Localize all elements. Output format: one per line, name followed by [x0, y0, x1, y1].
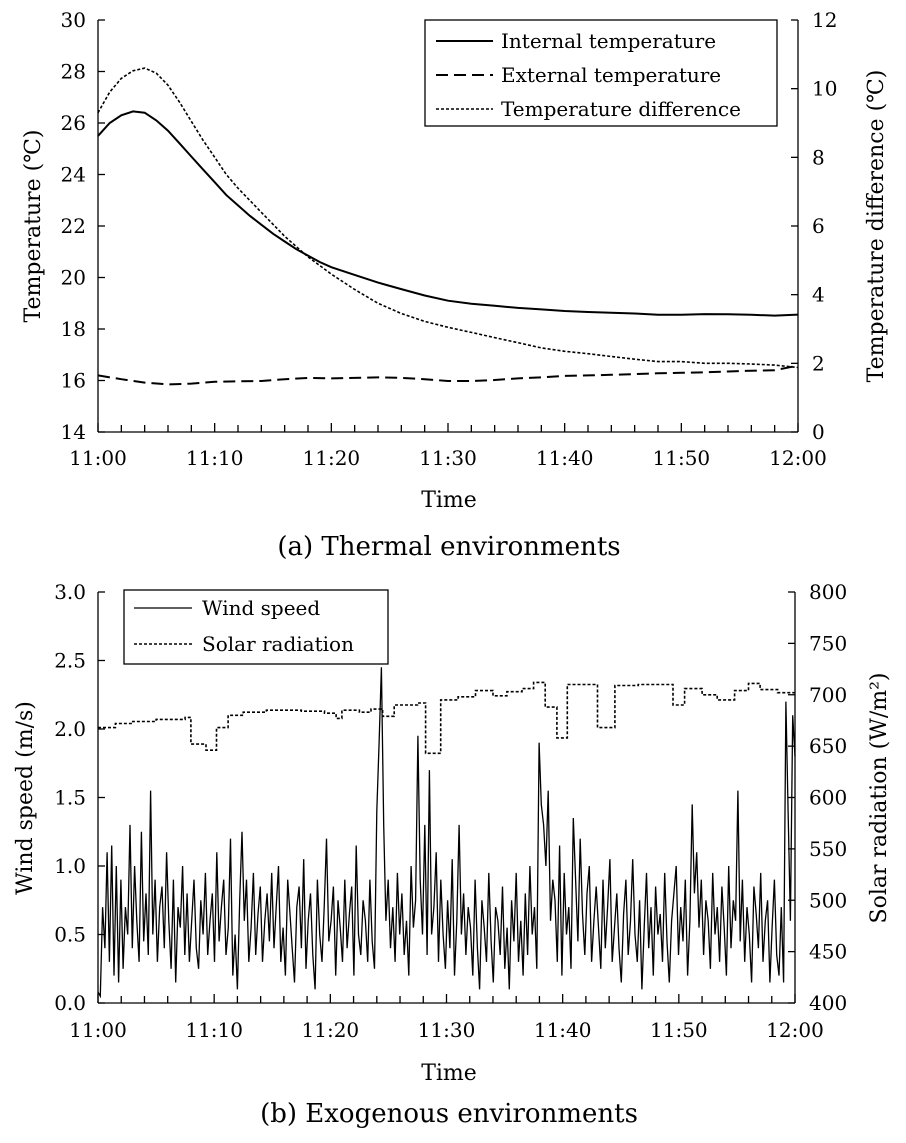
- legend-label-difference: Temperature difference: [501, 97, 741, 121]
- chart-b-ytick-label: 0.0: [54, 991, 86, 1015]
- chart-b-y2tick-label: 450: [809, 940, 847, 964]
- chart-b-xtick-label: 12:00: [766, 1018, 824, 1042]
- chart-a-legend: Internal temperature External temperatur…: [424, 19, 778, 127]
- chart-b-axes: 0.0 0.5 1.0 1.5 2.0 2.5 3.0 400 450 500 550 600 650 7…: [54, 580, 847, 1042]
- chart-b-series: [97, 667, 796, 999]
- chart-a-xtick-label: 11:20: [303, 446, 361, 470]
- chart-b-xtick-label: 11:20: [302, 1018, 360, 1042]
- chart-b-xtick-label: 11:50: [650, 1018, 708, 1042]
- chart-a-ytick-label: 26: [61, 111, 86, 135]
- chart-a-ylabel: Temperature (℃): [21, 130, 46, 323]
- legend-label-external: External temperature: [501, 63, 721, 87]
- chart-b-y2tick-label: 600: [809, 786, 847, 810]
- chart-a-ytick-label: 18: [61, 317, 86, 341]
- legend-label-solar: Solar radiation: [202, 632, 354, 656]
- chart-b-caption: (b) Exogenous environments: [260, 1099, 638, 1129]
- chart-b-y2tick-label: 500: [809, 888, 847, 912]
- chart-a-y2tick-label: 10: [812, 77, 837, 101]
- chart-a-y2tick-label: 0: [812, 420, 825, 444]
- chart-a-ytick-label: 22: [61, 214, 86, 238]
- chart-a-series-internal-temperature: [97, 110, 799, 317]
- chart-b-xtick-label: 11:00: [69, 1018, 127, 1042]
- chart-exogenous: 0.0 0.5 1.0 1.5 2.0 2.5 3.0 400 450 500 550 600 650 7…: [13, 580, 892, 1129]
- chart-a-y2tick-label: 4: [812, 283, 825, 307]
- chart-b-y2tick-label: 750: [809, 631, 847, 655]
- chart-a-series-external-temperature: [97, 364, 799, 386]
- chart-b-ytick-label: 0.5: [54, 923, 86, 947]
- chart-b-xtick-label: 11:30: [418, 1018, 476, 1042]
- legend-label-wind: Wind speed: [202, 596, 320, 620]
- chart-a-xtick-label: 12:00: [769, 446, 827, 470]
- chart-b-y2label: Solar radiation (W/m²): [867, 672, 892, 923]
- chart-a-xtick-label: 11:00: [69, 446, 127, 470]
- chart-b-series-solar-radiation: [98, 681, 795, 755]
- chart-a-caption: (a) Thermal environments: [277, 532, 620, 562]
- chart-a-xtick-label: 11:40: [536, 446, 594, 470]
- chart-a-xlabel: Time: [421, 488, 477, 513]
- chart-b-xtick-label: 11:10: [185, 1018, 243, 1042]
- chart-b-series-wind-speed: [97, 667, 796, 999]
- chart-a-ytick-label: 14: [61, 420, 86, 444]
- chart-b-xtick-label: 11:40: [534, 1018, 592, 1042]
- chart-a-xtick-label: 11:50: [653, 446, 711, 470]
- chart-b-ytick-label: 2.5: [54, 649, 86, 673]
- chart-a-y2tick-label: 12: [812, 8, 837, 32]
- chart-a-ytick-label: 24: [61, 163, 86, 187]
- chart-b-ytick-label: 1.5: [54, 786, 86, 810]
- legend-label-internal: Internal temperature: [501, 29, 716, 53]
- chart-a-ytick-label: 20: [61, 266, 86, 290]
- chart-b-legend: Wind speed Solar radiation: [123, 589, 389, 665]
- chart-b-y2tick-label: 700: [809, 683, 847, 707]
- chart-b-ytick-label: 2.0: [54, 717, 86, 741]
- chart-b-y2tick-label: 650: [809, 734, 847, 758]
- chart-a-ytick-label: 28: [61, 60, 86, 84]
- chart-a-xtick-label: 11:10: [186, 446, 244, 470]
- chart-b-xlabel: Time: [421, 1061, 477, 1086]
- chart-a-series-temperature-difference: [97, 67, 799, 369]
- chart-b-y2tick-label: 400: [809, 991, 847, 1015]
- chart-a-y2tick-label: 8: [812, 145, 825, 169]
- chart-a-y2tick-label: 2: [812, 351, 825, 375]
- chart-a-ytick-label: 16: [61, 369, 86, 393]
- chart-b-y2tick-label: 800: [809, 580, 847, 604]
- chart-a-ytick-label: 30: [61, 8, 86, 32]
- chart-a-series: [97, 67, 799, 386]
- chart-b-ytick-label: 3.0: [54, 580, 86, 604]
- chart-b-legend-box: [123, 589, 389, 665]
- chart-b-ylabel: Wind speed (m/s): [13, 701, 38, 895]
- chart-a-y2label: Temperature difference (℃): [864, 70, 889, 383]
- chart-b-ytick-label: 1.0: [54, 854, 86, 878]
- chart-b-y2tick-label: 550: [809, 837, 847, 861]
- chart-a-y2tick-label: 6: [812, 214, 825, 238]
- chart-a-xtick-label: 11:30: [419, 446, 477, 470]
